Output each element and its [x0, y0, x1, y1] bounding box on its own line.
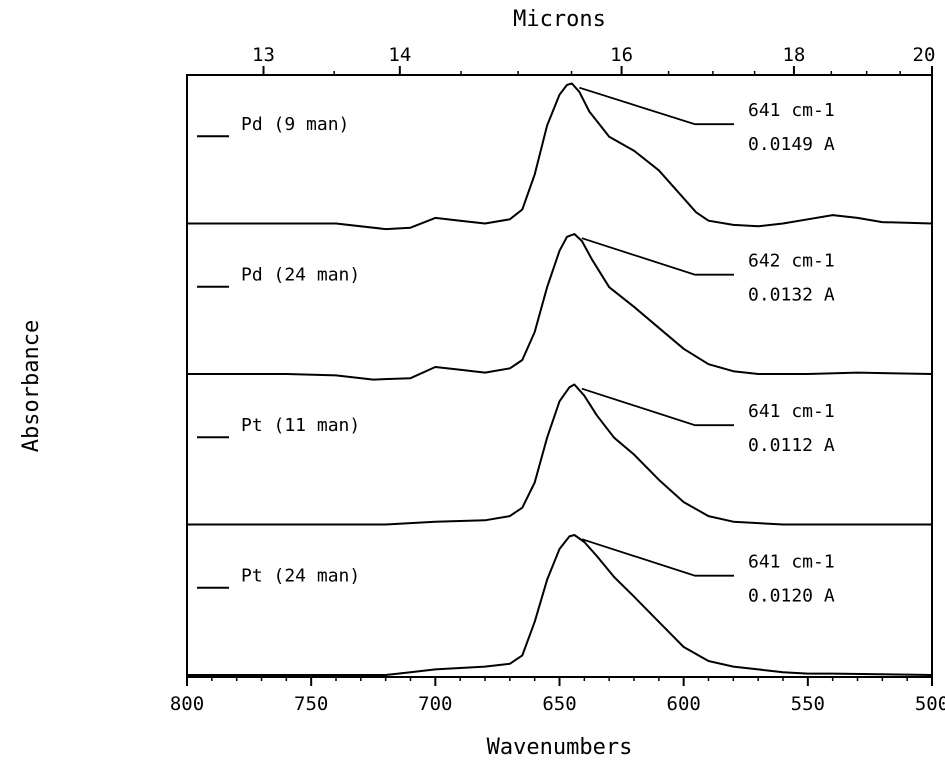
peak-absorbance-label-1: 0.0132 A: [748, 285, 835, 306]
x2-tick-label-4: 20: [913, 44, 936, 66]
x-axis-title: Wavenumbers: [487, 735, 633, 760]
x-tick-label-6: 500: [915, 693, 945, 715]
series-label-0: Pd (9 man): [241, 114, 349, 135]
series-label-1: Pd (24 man): [241, 265, 360, 286]
x2-tick-label-0: 13: [252, 44, 275, 66]
x-tick-label-0: 800: [170, 693, 204, 715]
series-line-1: [187, 233, 933, 381]
peak-leader-1: [581, 237, 734, 276]
x2-tick-label-1: 14: [388, 44, 411, 66]
series-line-3: [187, 534, 933, 676]
x-tick-label-1: 750: [294, 693, 328, 715]
peak-leader-2: [581, 387, 734, 427]
series-label-3: Pt (24 man): [241, 566, 360, 587]
peak-wavenumber-label-3: 641 cm-1: [748, 552, 835, 573]
peak-wavenumber-label-0: 641 cm-1: [748, 100, 835, 121]
x2-axis-title: Microns: [513, 7, 606, 32]
y-axis-title: Absorbance: [19, 320, 44, 452]
peak-absorbance-label-2: 0.0112 A: [748, 435, 835, 456]
peak-leader-3: [581, 538, 734, 577]
peak-absorbance-label-3: 0.0120 A: [748, 586, 835, 607]
peak-wavenumber-label-1: 642 cm-1: [748, 251, 835, 272]
x-tick-label-3: 650: [542, 693, 576, 715]
series-label-2: Pt (11 man): [241, 415, 360, 436]
x-tick-label-4: 600: [667, 693, 701, 715]
series-line-0: [187, 82, 933, 231]
peak-absorbance-label-0: 0.0149 A: [748, 134, 835, 155]
peak-wavenumber-label-2: 641 cm-1: [748, 401, 835, 422]
x2-tick-label-2: 16: [610, 44, 633, 66]
x2-tick-label-3: 18: [782, 44, 805, 66]
series-line-2: [187, 383, 932, 526]
peak-leader-0: [579, 86, 734, 126]
x-tick-label-2: 700: [418, 693, 452, 715]
x-tick-label-5: 550: [791, 693, 825, 715]
